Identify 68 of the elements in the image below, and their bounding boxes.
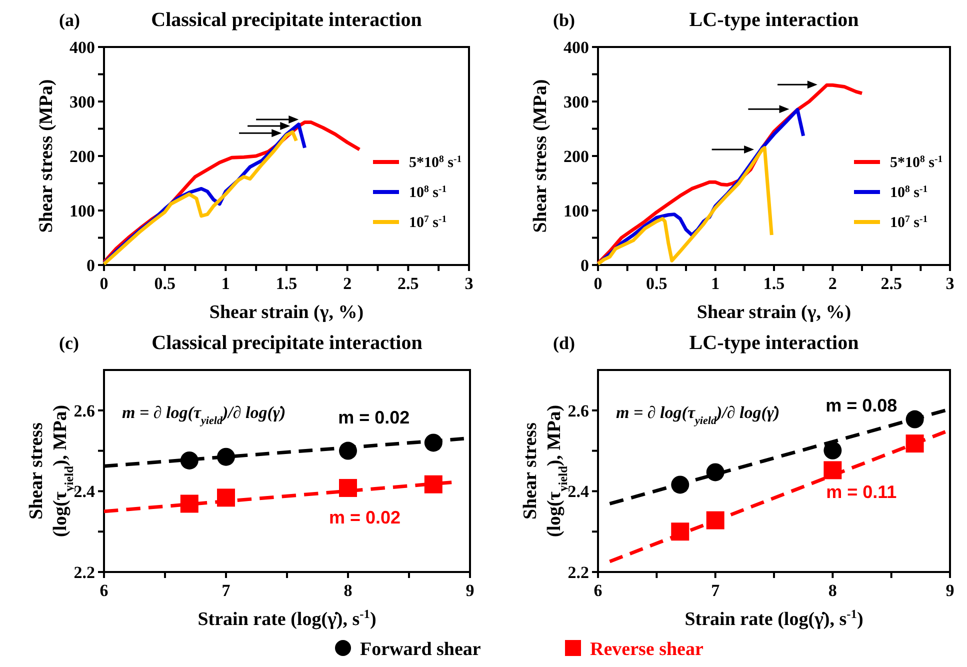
- x-tick-label: 2.5: [398, 274, 419, 293]
- chart-title: LC-type interaction: [689, 9, 859, 31]
- x-tick-label: 7: [222, 581, 231, 600]
- legend-label: 5*10$^{8}$ s$^{-1}$: [890, 154, 943, 171]
- y-tick-label: 2.4: [568, 482, 590, 502]
- x-axis-title: Strain rate (log(γ̇), s$^{-1}$): [684, 607, 864, 630]
- chart-title: Classical precipitate interaction: [152, 332, 422, 354]
- y-tick-label: 0: [86, 256, 95, 275]
- x-tick-label: 3: [946, 274, 954, 293]
- y-axis-title: Shear stress (MPa): [530, 79, 551, 233]
- y-tick-label: 2.6: [568, 401, 589, 420]
- legend-label: Reverse shear: [590, 639, 704, 660]
- y-tick-label: 400: [564, 38, 589, 57]
- x-tick-label: 9: [946, 581, 954, 600]
- legend-label: 10$^{8}$ s$^{-1}$: [409, 184, 447, 201]
- line-series: [596, 146, 774, 266]
- x-tick-label: 2.5: [880, 274, 902, 293]
- annotation: m = 0.08: [826, 396, 898, 416]
- chart-title: LC-type interaction: [689, 332, 859, 354]
- annotation: m = 0.02: [328, 508, 401, 528]
- x-tick-label: 2: [828, 274, 837, 293]
- x-tick-label: 0.5: [154, 274, 176, 293]
- y-tick-label: 400: [70, 38, 95, 57]
- annotation: m = 0.11: [826, 482, 897, 502]
- x-tick-label: 1: [221, 274, 230, 293]
- x-tick-label: 2: [343, 274, 352, 293]
- y-axis-title: Shear stress (MPa): [36, 79, 57, 233]
- annotation: m = 0.02: [338, 408, 410, 428]
- y-tick-label: 200: [564, 147, 589, 166]
- y-tick-label: 2.6: [74, 401, 95, 420]
- legend-label: Forward shear: [360, 639, 482, 660]
- x-tick-label: 9: [466, 581, 474, 600]
- x-axis-title: Shear strain (γ, %): [209, 302, 364, 323]
- y-tick-label: 2.4: [74, 482, 96, 502]
- x-tick-label: 0: [100, 274, 108, 293]
- legend-label: 10$^{7}$ s$^{-1}$: [409, 214, 447, 231]
- chart-title: Classical precipitate interaction: [151, 9, 422, 31]
- text: (a): [59, 10, 80, 30]
- y-tick-label: 2.2: [568, 563, 589, 582]
- legend-label: 5*10$^{8}$ s$^{-1}$: [409, 154, 462, 171]
- x-tick-label: 1: [711, 274, 720, 293]
- x-tick-label: 8: [828, 581, 837, 600]
- legend-label: 10$^{7}$ s$^{-1}$: [890, 214, 928, 231]
- text: (c): [59, 333, 79, 353]
- x-tick-label: 8: [344, 581, 352, 600]
- x-tick-label: 1.5: [763, 274, 785, 293]
- y-tick-label: 200: [70, 147, 95, 166]
- x-tick-label: 6: [594, 581, 602, 600]
- text: (b): [553, 10, 576, 30]
- x-axis-title: Shear strain (γ, %): [696, 302, 852, 323]
- annotation: m = ∂ log(τ$_{yield}$)/∂ log(γ̇): [122, 403, 286, 427]
- y-tick-label: 300: [70, 92, 95, 112]
- y-tick-label: 2.2: [74, 563, 95, 582]
- point: [824, 441, 842, 460]
- y-tick-label: 100: [70, 202, 95, 220]
- x-axis-title: Strain rate (log(γ̇), s$^{-1}$): [198, 607, 376, 630]
- y-tick-label: 300: [564, 92, 589, 112]
- text: (d): [553, 333, 576, 353]
- y-tick-label: 0: [580, 256, 589, 275]
- x-tick-label: 1.5: [276, 274, 298, 293]
- annotation: m = ∂ log(τ$_{yield}$)/∂ log(γ̇): [616, 403, 780, 427]
- x-tick-label: 3: [464, 274, 474, 293]
- x-tick-label: 0: [594, 274, 602, 293]
- y-tick-label: 100: [564, 202, 589, 220]
- x-tick-label: 6: [100, 581, 108, 600]
- x-tick-label: 7: [711, 581, 720, 600]
- x-tick-label: 0.5: [646, 274, 668, 293]
- legend-label: 10$^{8}$ s$^{-1}$: [890, 184, 928, 201]
